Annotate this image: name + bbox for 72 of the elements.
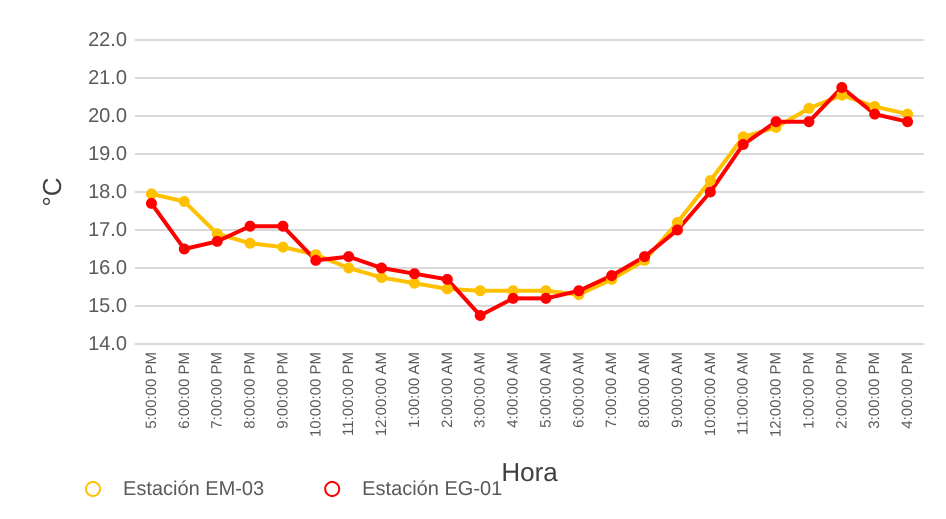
- point: [442, 274, 453, 285]
- x-tick-label: 4:00:00 AM: [504, 352, 522, 428]
- point: [639, 251, 650, 262]
- point: [704, 175, 716, 186]
- point: [474, 310, 486, 321]
- point: [902, 116, 914, 128]
- point: [672, 224, 683, 236]
- point: [408, 268, 420, 280]
- point: [244, 220, 256, 232]
- x-tick-label: 1:00:00 AM: [406, 352, 423, 428]
- point: [474, 285, 486, 296]
- x-tick-label: 8:00:00 PM: [242, 352, 259, 429]
- y-axis-title: °C: [37, 177, 67, 207]
- y-tick-label: 17.0: [88, 219, 127, 241]
- y-tick-label: 16.0: [88, 257, 127, 279]
- x-tick-label: 8:00:00 AM: [636, 352, 654, 428]
- point: [803, 116, 814, 128]
- x-tick-label: 12:00:00 AM: [373, 352, 390, 436]
- x-tick-label: 12:00:00 PM: [768, 352, 785, 438]
- point: [704, 186, 716, 198]
- y-tick-label: 20.0: [88, 105, 127, 127]
- point: [212, 236, 223, 247]
- point: [376, 262, 388, 274]
- point: [869, 108, 880, 120]
- x-tick-label: 10:00:00 AM: [702, 352, 719, 436]
- point: [146, 188, 157, 200]
- y-tick-label: 14.0: [88, 333, 127, 355]
- x-tick-label: 5:00:00 AM: [537, 352, 554, 428]
- point: [244, 238, 256, 249]
- x-tick-label: 11:00:00 PM: [340, 352, 358, 436]
- x-tick-label: 9:00:00 PM: [274, 352, 292, 429]
- x-tick-label: 10:00:00 PM: [307, 352, 324, 438]
- legend-label: Estación EM-03: [123, 478, 264, 500]
- y-tick-label: 21.0: [88, 67, 127, 89]
- y-tick-label: 19.0: [88, 143, 127, 165]
- point: [770, 116, 782, 128]
- point: [508, 292, 519, 304]
- point: [376, 272, 388, 283]
- point: [836, 82, 848, 93]
- point: [408, 278, 420, 289]
- y-tick-label: 18.0: [88, 181, 127, 203]
- point: [738, 139, 749, 150]
- point: [277, 220, 288, 232]
- point: [343, 251, 354, 262]
- x-tick-label: 4:00:00 PM: [899, 352, 916, 429]
- point: [803, 102, 814, 114]
- x-tick-label: 7:00:00 PM: [208, 352, 226, 429]
- x-tick-label: 3:00:00 PM: [866, 352, 884, 429]
- x-tick-label: 5:00:00 PM: [142, 352, 160, 429]
- x-tick-label: 2:00:00 PM: [833, 352, 850, 429]
- point: [146, 198, 157, 209]
- x-tick-label: 6:00:00 AM: [570, 352, 588, 428]
- point: [310, 254, 322, 266]
- x-tick-label: 3:00:00 AM: [472, 352, 489, 428]
- x-tick-label: 1:00:00 PM: [800, 352, 818, 429]
- x-axis-title: Hora: [501, 457, 558, 487]
- x-tick-label: 7:00:00 AM: [603, 352, 620, 428]
- x-tick-label: 11:00:00 AM: [734, 352, 752, 436]
- x-tick-label: 6:00:00 PM: [176, 352, 193, 429]
- point: [606, 270, 618, 282]
- point: [573, 285, 584, 296]
- x-tick-label: 2:00:00 AM: [438, 352, 456, 428]
- point: [178, 196, 190, 207]
- point: [442, 283, 453, 294]
- y-tick-label: 15.0: [88, 295, 127, 317]
- point: [343, 262, 354, 274]
- x-tick-label: 9:00:00 AM: [668, 352, 686, 428]
- y-tick-label: 22.0: [88, 29, 127, 51]
- legend-label: Estación EG-01: [362, 478, 502, 500]
- point: [540, 292, 552, 304]
- point: [178, 244, 190, 254]
- point: [277, 242, 288, 253]
